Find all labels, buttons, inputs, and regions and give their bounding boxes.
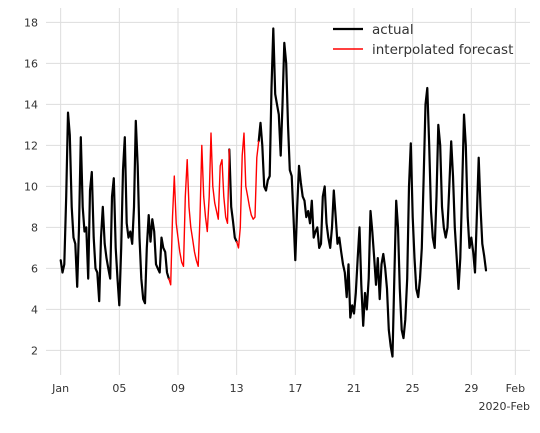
- y-tick-label: 18: [24, 16, 38, 29]
- series-line-actual-2: [257, 27, 488, 358]
- x-tick-label: Jan: [51, 382, 69, 395]
- x-tick-label: 09: [171, 382, 185, 395]
- series-line-forecast-3: [168, 132, 230, 286]
- x-tick-label: 29: [464, 382, 478, 395]
- y-tick-label: 4: [31, 303, 38, 316]
- y-tick-label: 8: [31, 221, 38, 234]
- series-line-actual-0: [59, 111, 170, 307]
- legend: actual interpolated forecast: [333, 22, 513, 58]
- legend-label: interpolated forecast: [372, 42, 513, 58]
- x-axis-offset-label: 2020-Feb: [479, 400, 530, 413]
- y-tick-label: 14: [24, 98, 38, 111]
- y-tick-label: 16: [24, 57, 38, 70]
- y-tick-label: 10: [24, 180, 38, 193]
- y-tick-label: 2: [31, 344, 38, 357]
- series-line-forecast-4: [236, 132, 260, 249]
- x-tick-label: 25: [406, 382, 420, 395]
- y-tick-label: 12: [24, 139, 38, 152]
- x-tick-label: Feb: [506, 382, 525, 395]
- x-tick-label: 17: [288, 382, 302, 395]
- x-tick-label: 21: [347, 382, 361, 395]
- x-tick-label: 05: [112, 382, 126, 395]
- axes: 2 4 6 8 10 12 14 16 18 Jan 05 09 13 17 21 25 29 Feb 2020-F…: [24, 16, 530, 413]
- series-lines: [59, 27, 488, 358]
- series-line-actual-1: [228, 148, 238, 243]
- grid: [46, 8, 530, 375]
- y-tick-label: 6: [31, 262, 38, 275]
- x-tick-label: 13: [230, 382, 244, 395]
- legend-label: actual: [372, 22, 414, 38]
